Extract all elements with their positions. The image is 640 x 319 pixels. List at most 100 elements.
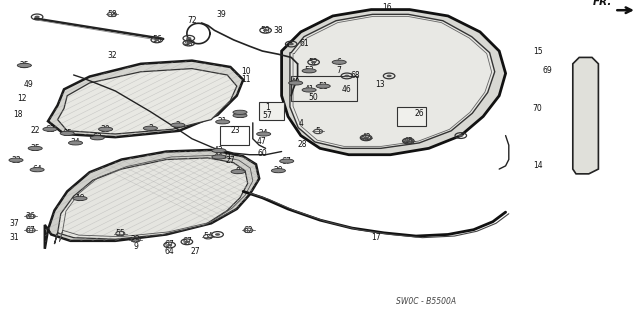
Text: 62: 62	[45, 125, 55, 134]
Text: 38: 38	[273, 26, 284, 35]
Text: 36: 36	[26, 212, 36, 221]
Circle shape	[406, 140, 411, 142]
Polygon shape	[290, 14, 495, 148]
Text: 67: 67	[164, 241, 175, 249]
Text: 67: 67	[282, 157, 292, 166]
Text: 30: 30	[100, 125, 111, 134]
Polygon shape	[282, 10, 506, 155]
Text: 42: 42	[361, 133, 371, 142]
Text: 33: 33	[11, 156, 21, 165]
Ellipse shape	[143, 126, 157, 130]
Text: 46: 46	[342, 85, 352, 94]
Text: 13: 13	[374, 80, 385, 89]
Circle shape	[35, 16, 40, 18]
Text: 51: 51	[318, 82, 328, 91]
Ellipse shape	[90, 136, 104, 140]
Text: 34: 34	[70, 138, 81, 147]
Polygon shape	[573, 57, 598, 174]
Ellipse shape	[60, 131, 74, 136]
Text: 4: 4	[298, 119, 303, 128]
Text: 18: 18	[13, 110, 22, 119]
Ellipse shape	[233, 113, 247, 118]
Polygon shape	[48, 61, 243, 137]
Text: 40: 40	[291, 78, 301, 87]
Text: 6: 6	[337, 58, 342, 67]
Text: FR.: FR.	[593, 0, 612, 7]
Circle shape	[154, 39, 159, 41]
Ellipse shape	[9, 158, 23, 162]
Circle shape	[263, 29, 268, 32]
Text: 17: 17	[371, 233, 381, 242]
Text: 39: 39	[216, 10, 226, 19]
Circle shape	[458, 134, 463, 137]
Text: 52: 52	[308, 58, 319, 67]
Polygon shape	[45, 150, 259, 249]
Ellipse shape	[289, 81, 303, 85]
Text: 23: 23	[230, 126, 241, 135]
Text: 47: 47	[256, 137, 266, 146]
FancyBboxPatch shape	[397, 107, 426, 126]
Text: 32: 32	[107, 51, 117, 60]
Text: 37: 37	[9, 219, 19, 228]
Text: 41: 41	[304, 85, 314, 94]
Ellipse shape	[231, 169, 245, 174]
Text: 28: 28	[298, 140, 307, 149]
Text: 21: 21	[218, 117, 227, 126]
Circle shape	[387, 75, 392, 77]
Text: 65: 65	[62, 129, 72, 138]
Text: 16: 16	[382, 4, 392, 12]
Text: 54: 54	[203, 232, 213, 241]
Ellipse shape	[280, 159, 294, 163]
Ellipse shape	[233, 110, 247, 115]
Text: 44: 44	[214, 152, 224, 161]
Ellipse shape	[302, 69, 316, 73]
Text: 50: 50	[308, 93, 319, 102]
Text: 67: 67	[182, 237, 192, 246]
Ellipse shape	[43, 127, 57, 131]
Text: 26: 26	[414, 109, 424, 118]
Text: 69: 69	[542, 66, 552, 75]
Text: 66: 66	[235, 111, 245, 120]
Text: 2: 2	[175, 121, 180, 130]
Text: 71: 71	[222, 152, 232, 161]
Text: 9: 9	[133, 242, 138, 251]
Text: 55: 55	[115, 229, 125, 238]
Text: 57: 57	[262, 111, 273, 120]
Text: 25: 25	[19, 61, 29, 70]
Text: 48: 48	[184, 39, 194, 48]
Circle shape	[186, 42, 191, 44]
Ellipse shape	[271, 168, 285, 173]
Text: 3: 3	[148, 124, 153, 133]
Text: 31: 31	[9, 233, 19, 242]
Text: 67: 67	[26, 226, 36, 235]
Ellipse shape	[316, 84, 330, 88]
Text: 5: 5	[316, 127, 321, 136]
Text: 56: 56	[152, 35, 162, 44]
Text: 10: 10	[241, 67, 252, 76]
Ellipse shape	[73, 196, 87, 201]
Circle shape	[344, 75, 349, 77]
Text: 7: 7	[337, 66, 342, 75]
Text: 60: 60	[257, 149, 268, 158]
Text: 15: 15	[532, 47, 543, 56]
Text: 20: 20	[273, 166, 284, 175]
Text: 63: 63	[92, 133, 102, 142]
Polygon shape	[58, 69, 237, 134]
Text: 59: 59	[260, 26, 271, 35]
Text: 1: 1	[265, 103, 270, 112]
Text: 45: 45	[403, 137, 413, 146]
Ellipse shape	[257, 132, 271, 136]
Circle shape	[364, 137, 369, 139]
Ellipse shape	[28, 146, 42, 151]
Text: 64: 64	[164, 247, 175, 256]
Text: 68: 68	[350, 71, 360, 80]
Text: 61: 61	[299, 39, 309, 48]
Text: 70: 70	[532, 104, 543, 113]
Text: 24: 24	[259, 130, 269, 138]
Ellipse shape	[332, 60, 346, 64]
Circle shape	[186, 37, 191, 40]
Ellipse shape	[68, 141, 83, 145]
Text: 53: 53	[304, 66, 314, 75]
Text: 11: 11	[242, 75, 251, 84]
Ellipse shape	[216, 120, 230, 124]
